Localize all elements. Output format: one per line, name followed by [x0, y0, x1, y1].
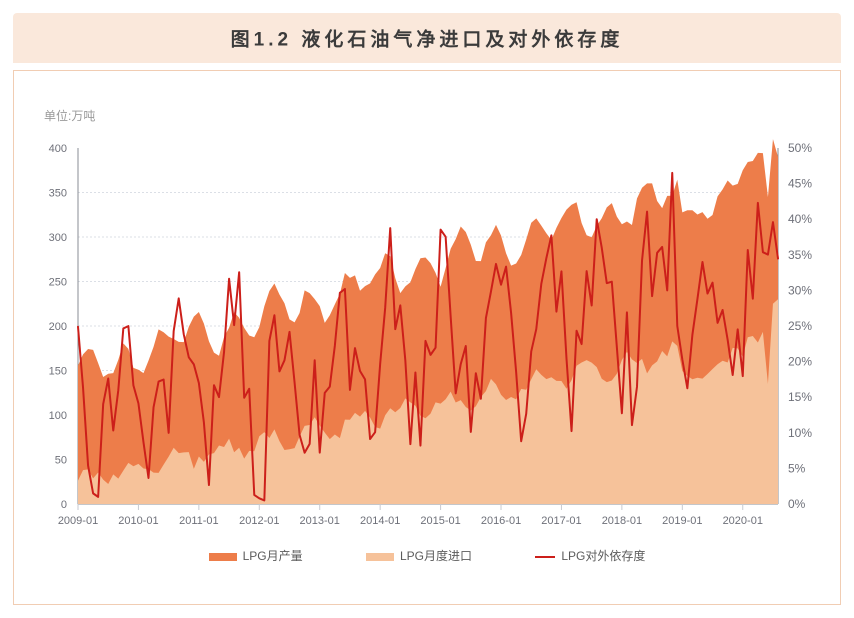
svg-text:5%: 5% [788, 461, 806, 475]
svg-text:2014-01: 2014-01 [360, 515, 400, 527]
svg-text:2015-01: 2015-01 [420, 515, 460, 527]
svg-text:2012-01: 2012-01 [239, 515, 279, 527]
svg-text:2017-01: 2017-01 [541, 515, 581, 527]
svg-text:2020-01: 2020-01 [723, 515, 763, 527]
svg-text:30%: 30% [788, 283, 812, 297]
svg-text:25%: 25% [788, 319, 812, 333]
svg-text:15%: 15% [788, 390, 812, 404]
svg-text:2010-01: 2010-01 [118, 515, 158, 527]
svg-text:250: 250 [49, 277, 67, 289]
svg-text:2013-01: 2013-01 [300, 515, 340, 527]
svg-text:2009-01: 2009-01 [58, 515, 98, 527]
svg-text:35%: 35% [788, 248, 812, 262]
svg-text:20%: 20% [788, 355, 812, 369]
svg-text:400: 400 [49, 143, 67, 155]
svg-text:350: 350 [49, 188, 67, 200]
svg-text:100: 100 [49, 410, 67, 422]
svg-text:150: 150 [49, 366, 67, 378]
svg-text:45%: 45% [788, 177, 812, 191]
svg-text:2018-01: 2018-01 [602, 515, 642, 527]
svg-text:10%: 10% [788, 426, 812, 440]
svg-text:50%: 50% [788, 141, 812, 155]
svg-text:200: 200 [49, 321, 67, 333]
svg-text:40%: 40% [788, 212, 812, 226]
svg-text:0: 0 [61, 499, 67, 511]
svg-text:2016-01: 2016-01 [481, 515, 521, 527]
svg-text:300: 300 [49, 232, 67, 244]
svg-text:50: 50 [55, 455, 67, 467]
svg-text:2019-01: 2019-01 [662, 515, 702, 527]
svg-text:0%: 0% [788, 497, 806, 511]
svg-text:2011-01: 2011-01 [179, 515, 219, 527]
